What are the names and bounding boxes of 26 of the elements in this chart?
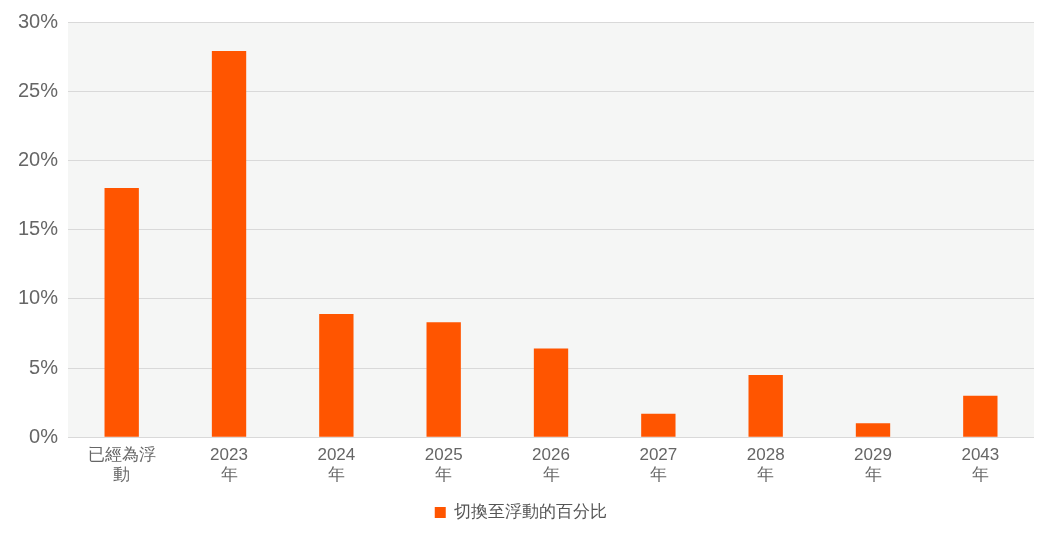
bar bbox=[748, 374, 783, 437]
x-tick-label: 2025年 bbox=[424, 445, 463, 485]
bar bbox=[211, 51, 247, 437]
y-tick-label: 10% bbox=[18, 286, 59, 309]
bar bbox=[963, 395, 998, 437]
y-tick-label: 5% bbox=[29, 355, 59, 378]
y-tick-label: 20% bbox=[18, 147, 59, 170]
x-tick-label: 2043年 bbox=[961, 445, 1000, 485]
bar bbox=[641, 413, 676, 437]
x-tick-label: 已經為浮動 bbox=[87, 445, 156, 485]
y-tick-label: 30% bbox=[18, 9, 59, 32]
x-tick-label: 2029年 bbox=[854, 445, 892, 485]
bar bbox=[855, 423, 891, 437]
bar bbox=[104, 188, 139, 437]
x-tick-label: 2024年 bbox=[317, 445, 356, 485]
x-tick-label: 2027年 bbox=[639, 445, 678, 485]
y-tick-label: 25% bbox=[18, 78, 59, 101]
bar bbox=[533, 348, 569, 437]
bar bbox=[426, 322, 461, 437]
legend-label: 切換至浮動的百分比 bbox=[454, 502, 608, 522]
x-tick-label: 2023年 bbox=[210, 445, 248, 485]
x-tick-label: 2028年 bbox=[746, 445, 785, 485]
y-tick-label: 0% bbox=[29, 424, 59, 447]
x-tick-label: 2026年 bbox=[532, 445, 570, 485]
bar bbox=[319, 314, 354, 437]
y-tick-label: 15% bbox=[18, 217, 59, 240]
